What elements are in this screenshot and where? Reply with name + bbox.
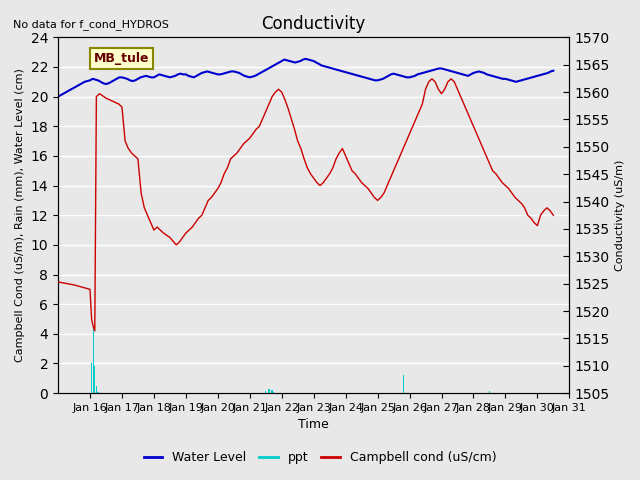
Bar bbox=[265, 391, 266, 393]
Legend: Water Level, ppt, Campbell cond (uS/cm): Water Level, ppt, Campbell cond (uS/cm) bbox=[139, 446, 501, 469]
Bar bbox=[94, 366, 95, 393]
Y-axis label: Campbell Cond (uS/m), Rain (mm), Water Level (cm): Campbell Cond (uS/m), Rain (mm), Water L… bbox=[15, 68, 25, 362]
Bar bbox=[93, 326, 94, 393]
Bar bbox=[96, 386, 97, 393]
X-axis label: Time: Time bbox=[298, 419, 329, 432]
Bar bbox=[489, 391, 490, 393]
Y-axis label: Conductivity (uS/m): Conductivity (uS/m) bbox=[615, 159, 625, 271]
Title: Conductivity: Conductivity bbox=[262, 15, 366, 33]
Bar bbox=[273, 392, 275, 393]
Bar bbox=[91, 363, 92, 393]
Bar bbox=[268, 389, 269, 393]
Text: MB_tule: MB_tule bbox=[94, 52, 149, 65]
Text: No data for f_cond_HYDROS: No data for f_cond_HYDROS bbox=[13, 19, 169, 30]
Bar bbox=[271, 390, 273, 393]
Bar bbox=[97, 392, 99, 393]
Bar bbox=[403, 375, 404, 393]
